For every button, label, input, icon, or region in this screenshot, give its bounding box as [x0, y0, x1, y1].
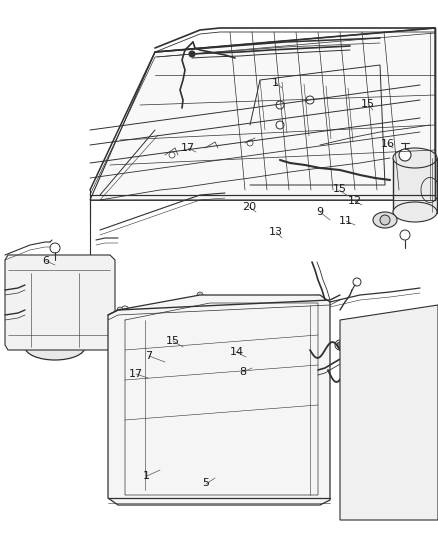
Circle shape — [383, 330, 393, 340]
Text: 9: 9 — [316, 207, 323, 216]
Ellipse shape — [165, 398, 235, 442]
Circle shape — [276, 101, 284, 109]
Circle shape — [121, 306, 129, 314]
Circle shape — [315, 295, 321, 301]
Bar — [370, 335, 430, 455]
Circle shape — [337, 342, 343, 348]
Text: 15: 15 — [332, 184, 346, 194]
Text: 17: 17 — [181, 143, 195, 153]
Text: 15: 15 — [361, 99, 375, 109]
Text: 5: 5 — [202, 479, 209, 488]
Circle shape — [169, 152, 175, 158]
Circle shape — [376, 508, 386, 518]
Circle shape — [364, 334, 376, 346]
Circle shape — [117, 495, 123, 501]
Ellipse shape — [25, 260, 85, 286]
Ellipse shape — [373, 212, 397, 228]
Polygon shape — [340, 305, 438, 520]
Text: 14: 14 — [230, 347, 244, 357]
Text: 1: 1 — [143, 471, 150, 481]
Bar — [25, 273, 85, 348]
Circle shape — [117, 307, 123, 313]
Circle shape — [390, 355, 400, 365]
Bar — [393, 158, 437, 213]
Ellipse shape — [393, 148, 437, 168]
Circle shape — [335, 340, 345, 350]
Text: 11: 11 — [339, 216, 353, 226]
Text: 6: 6 — [42, 256, 49, 266]
Text: 8: 8 — [240, 367, 247, 377]
Circle shape — [197, 292, 203, 298]
Circle shape — [189, 51, 195, 57]
Circle shape — [400, 230, 410, 240]
Circle shape — [380, 215, 390, 225]
Text: 15: 15 — [166, 336, 180, 346]
Circle shape — [353, 278, 361, 286]
Circle shape — [395, 425, 405, 435]
Polygon shape — [90, 28, 435, 200]
Text: 7: 7 — [145, 351, 152, 361]
Ellipse shape — [170, 442, 230, 478]
Text: 17: 17 — [129, 369, 143, 379]
Text: 16: 16 — [381, 139, 395, 149]
Polygon shape — [5, 255, 115, 350]
Text: 20: 20 — [242, 202, 256, 212]
Ellipse shape — [25, 334, 85, 360]
Circle shape — [399, 149, 411, 161]
Circle shape — [121, 493, 129, 501]
Text: 1: 1 — [272, 78, 279, 87]
Text: 12: 12 — [348, 197, 362, 206]
Circle shape — [315, 495, 321, 501]
Circle shape — [276, 121, 284, 129]
Circle shape — [306, 96, 314, 104]
Circle shape — [375, 343, 385, 353]
Circle shape — [50, 243, 60, 253]
Circle shape — [314, 301, 322, 309]
Circle shape — [247, 140, 253, 146]
Ellipse shape — [165, 353, 235, 397]
Ellipse shape — [393, 202, 437, 222]
Circle shape — [314, 493, 322, 501]
Polygon shape — [108, 295, 330, 505]
Text: 13: 13 — [269, 227, 283, 237]
